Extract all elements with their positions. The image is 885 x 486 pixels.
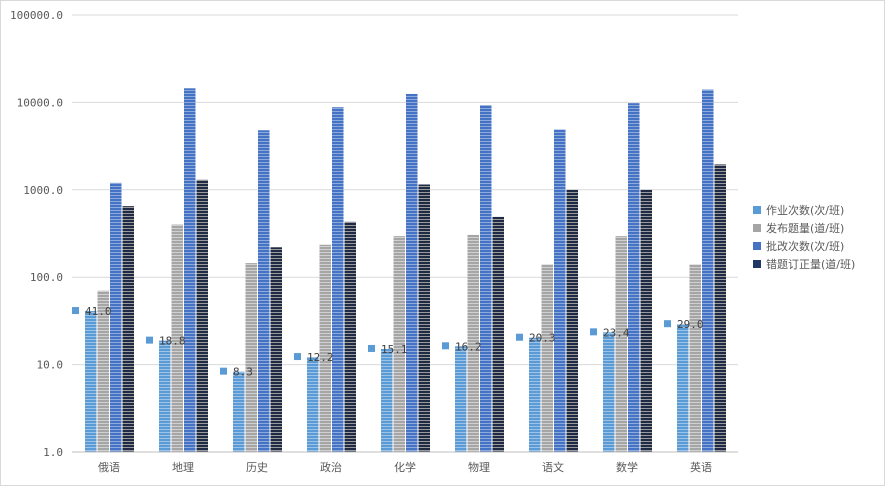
data-label: 29.0 — [677, 318, 704, 331]
data-label-marker — [516, 333, 523, 341]
x-tick-label: 化学 — [394, 460, 416, 474]
bar — [480, 105, 492, 452]
bar — [554, 129, 566, 452]
bar — [319, 244, 331, 452]
y-tick-label: 100000.0 — [10, 9, 63, 22]
data-label: 8.3 — [233, 366, 253, 379]
y-tick-label: 1.0 — [43, 446, 63, 459]
x-tick-label: 英语 — [690, 460, 712, 474]
x-tick-label: 历史 — [246, 461, 268, 474]
bar — [393, 236, 405, 452]
bar — [344, 221, 356, 452]
data-label: 12.2 — [307, 351, 334, 364]
bar — [85, 311, 97, 452]
bar — [270, 247, 282, 452]
legend-label: 发布题量(道/班) — [766, 221, 844, 235]
data-label-marker — [294, 353, 301, 361]
bar — [97, 290, 109, 452]
data-label: 23.4 — [603, 326, 630, 339]
data-label-marker — [72, 307, 79, 315]
bar — [615, 236, 627, 452]
y-tick-label: 1000.0 — [23, 184, 63, 197]
x-tick-label: 语文 — [542, 460, 564, 474]
data-label-marker — [220, 367, 227, 375]
bar — [541, 264, 553, 452]
legend-swatch — [753, 242, 761, 250]
data-label: 16.2 — [455, 340, 482, 353]
bar — [406, 93, 418, 453]
bar — [110, 182, 122, 452]
bar — [171, 224, 183, 452]
legend-swatch — [753, 224, 761, 232]
bar — [159, 340, 171, 452]
bar — [258, 130, 270, 452]
legend-label: 批改次数(次/班) — [766, 239, 844, 253]
data-label: 41.0 — [85, 305, 112, 318]
data-label-marker — [368, 344, 375, 352]
bar — [566, 189, 578, 453]
y-tick-label: 10.0 — [37, 359, 64, 372]
bar — [492, 216, 504, 452]
legend-swatch — [753, 206, 761, 214]
legend-label: 错题订正量(道/班) — [766, 257, 855, 271]
data-label: 18.8 — [159, 335, 186, 348]
bar — [196, 179, 208, 452]
bar — [184, 88, 196, 452]
bar — [702, 89, 714, 452]
bar — [714, 164, 726, 452]
data-label-marker — [442, 342, 449, 350]
data-label-marker — [146, 336, 153, 344]
x-tick-label: 俄语 — [98, 461, 120, 474]
bar — [677, 324, 689, 452]
bar — [332, 107, 344, 453]
x-tick-label: 政治 — [320, 460, 342, 474]
legend-swatch — [753, 260, 761, 268]
data-label: 15.1 — [381, 343, 408, 356]
bar — [122, 206, 134, 452]
bar — [418, 184, 430, 453]
y-tick-label: 100.0 — [30, 271, 63, 284]
x-tick-label: 数学 — [616, 460, 638, 474]
bar — [467, 234, 479, 452]
data-label-marker — [590, 328, 597, 336]
data-label: 20.3 — [529, 332, 556, 345]
bar — [245, 263, 257, 452]
x-tick-label: 地理 — [172, 461, 194, 474]
data-label-marker — [664, 320, 671, 328]
bar — [455, 346, 467, 452]
bar — [628, 103, 640, 452]
bar — [307, 357, 319, 452]
y-tick-label: 10000.0 — [17, 96, 63, 109]
bar — [603, 332, 615, 452]
x-tick-label: 物理 — [468, 460, 490, 474]
bar — [529, 337, 541, 452]
bar — [233, 371, 245, 452]
bar — [689, 264, 701, 452]
bar — [640, 189, 652, 453]
legend-label: 作业次数(次/班) — [766, 203, 844, 217]
bar — [381, 348, 393, 452]
